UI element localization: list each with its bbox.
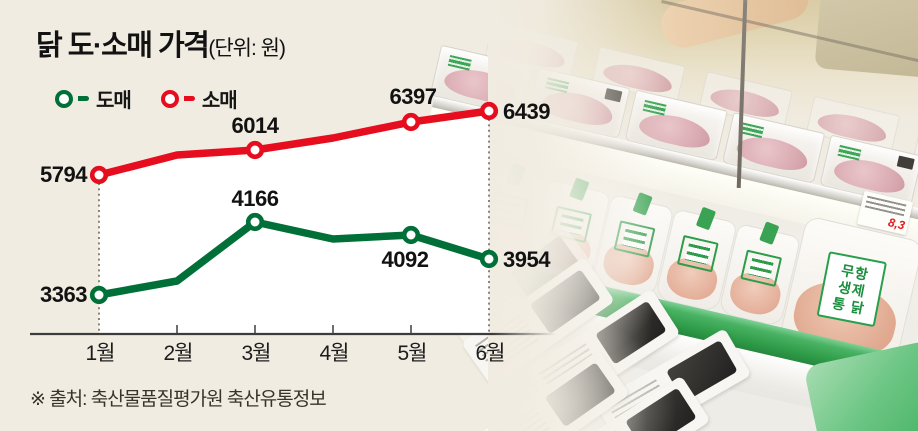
source-note: ※ 출처: 축산물품질평가원 축산유통정보 — [30, 389, 327, 410]
x-tick-jun: 6월 — [475, 342, 506, 365]
wholesale-value-jan: 3363 — [40, 282, 87, 307]
legend-retail-label: 소매 — [201, 90, 238, 112]
green-label — [443, 51, 477, 75]
x-tick-feb: 2월 — [163, 342, 194, 365]
axis-ticks — [176, 325, 412, 333]
wholesale-value-may: 4092 — [381, 247, 429, 272]
wholesale-key-icon — [55, 89, 73, 108]
retail-value-mar: 6014 — [231, 113, 279, 138]
chart-title-row: 닭 도·소매 가격 (단위: 원) — [36, 22, 286, 64]
page-title: 닭 도·소매 가격 — [36, 30, 210, 62]
legend-wholesale: 도매 — [55, 84, 132, 113]
supermarket-chicken-photo: 무항생제 통 닭 8,3 — [419, 0, 918, 431]
retail-value-jun: 6439 — [503, 99, 550, 124]
wholesale-value-jun: 3954 — [503, 247, 550, 272]
legend: 도매 소매 — [55, 84, 238, 113]
retail-value-jan: 5794 — [40, 162, 87, 187]
x-tick-mar: 3월 — [241, 342, 272, 365]
x-tick-jan: 1월 — [85, 342, 116, 365]
wholesale-key-dash — [78, 96, 89, 101]
photo-fade-edge — [488, 0, 918, 431]
x-tick-apr: 4월 — [319, 342, 350, 365]
retail-key-icon — [160, 89, 179, 108]
legend-retail: 소매 — [160, 84, 238, 113]
legend-wholesale-label: 도매 — [96, 90, 132, 112]
retail-value-may: 6397 — [389, 84, 437, 109]
x-tick-may: 5월 — [397, 342, 428, 365]
unit-note: (단위: 원) — [208, 37, 286, 60]
retail-key-dash — [183, 96, 195, 101]
wholesale-value-mar: 4166 — [231, 186, 279, 211]
